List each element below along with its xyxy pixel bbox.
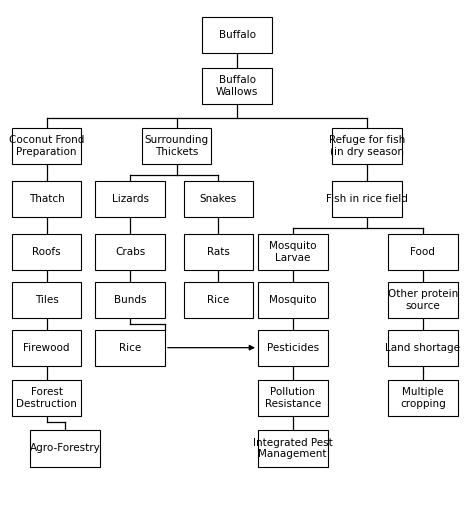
Text: Roofs: Roofs bbox=[32, 247, 61, 257]
Text: Mosquito
Larvae: Mosquito Larvae bbox=[269, 241, 317, 263]
Text: Other protein
source: Other protein source bbox=[388, 289, 458, 310]
FancyBboxPatch shape bbox=[258, 234, 328, 270]
Text: Coconut Frond
Preparation: Coconut Frond Preparation bbox=[9, 135, 84, 157]
Text: Surrounding
Thickets: Surrounding Thickets bbox=[145, 135, 209, 157]
FancyBboxPatch shape bbox=[12, 234, 82, 270]
Text: Multiple
cropping: Multiple cropping bbox=[400, 387, 446, 409]
FancyBboxPatch shape bbox=[12, 181, 82, 217]
FancyBboxPatch shape bbox=[142, 128, 211, 164]
FancyBboxPatch shape bbox=[95, 282, 165, 318]
Text: Tiles: Tiles bbox=[35, 295, 58, 305]
Text: Fish in rice field: Fish in rice field bbox=[326, 194, 408, 204]
Text: Mosquito: Mosquito bbox=[269, 295, 317, 305]
Text: Agro-Forestry: Agro-Forestry bbox=[30, 444, 100, 453]
Text: Buffalo: Buffalo bbox=[219, 30, 255, 41]
FancyBboxPatch shape bbox=[12, 329, 82, 366]
Text: Integrated Pest
Management: Integrated Pest Management bbox=[253, 437, 333, 459]
FancyBboxPatch shape bbox=[95, 181, 165, 217]
Text: Rats: Rats bbox=[207, 247, 230, 257]
Text: Food: Food bbox=[410, 247, 435, 257]
FancyBboxPatch shape bbox=[183, 181, 253, 217]
FancyBboxPatch shape bbox=[258, 380, 328, 416]
FancyBboxPatch shape bbox=[332, 128, 402, 164]
FancyBboxPatch shape bbox=[12, 380, 82, 416]
FancyBboxPatch shape bbox=[388, 234, 458, 270]
Text: Firewood: Firewood bbox=[23, 343, 70, 353]
FancyBboxPatch shape bbox=[258, 282, 328, 318]
FancyBboxPatch shape bbox=[202, 17, 272, 53]
Text: Rice: Rice bbox=[207, 295, 229, 305]
FancyBboxPatch shape bbox=[95, 329, 165, 366]
Text: Rice: Rice bbox=[119, 343, 141, 353]
FancyBboxPatch shape bbox=[183, 282, 253, 318]
FancyBboxPatch shape bbox=[388, 329, 458, 366]
FancyBboxPatch shape bbox=[202, 68, 272, 104]
Text: Pollution
Resistance: Pollution Resistance bbox=[264, 387, 321, 409]
Text: Thatch: Thatch bbox=[28, 194, 64, 204]
FancyBboxPatch shape bbox=[258, 329, 328, 366]
FancyBboxPatch shape bbox=[12, 128, 82, 164]
Text: Lizards: Lizards bbox=[112, 194, 149, 204]
FancyBboxPatch shape bbox=[388, 282, 458, 318]
Text: Crabs: Crabs bbox=[115, 247, 146, 257]
FancyBboxPatch shape bbox=[12, 282, 82, 318]
Text: Land shortage: Land shortage bbox=[385, 343, 460, 353]
FancyBboxPatch shape bbox=[183, 234, 253, 270]
FancyBboxPatch shape bbox=[30, 430, 100, 467]
Text: Pesticides: Pesticides bbox=[267, 343, 319, 353]
Text: Forest
Destruction: Forest Destruction bbox=[16, 387, 77, 409]
Text: Bunds: Bunds bbox=[114, 295, 146, 305]
Text: Buffalo
Wallows: Buffalo Wallows bbox=[216, 75, 258, 97]
FancyBboxPatch shape bbox=[95, 234, 165, 270]
FancyBboxPatch shape bbox=[258, 430, 328, 467]
FancyBboxPatch shape bbox=[388, 380, 458, 416]
Text: Refuge for fish
(in dry season: Refuge for fish (in dry season bbox=[329, 135, 405, 157]
Text: Snakes: Snakes bbox=[200, 194, 237, 204]
FancyBboxPatch shape bbox=[332, 181, 402, 217]
